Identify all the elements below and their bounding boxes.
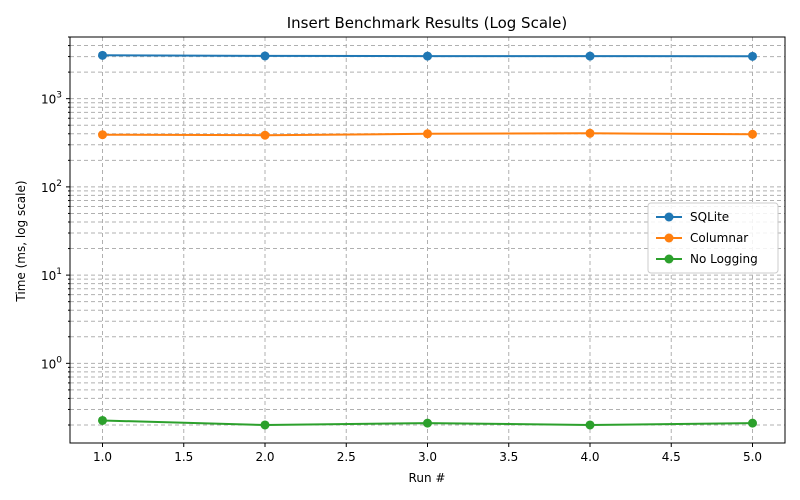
y-tick-label: 102 xyxy=(41,179,62,195)
legend-marker-no-logging xyxy=(664,254,674,264)
axes: 1.0 1.5 2.0 2.5 3.0 3.5 4.0 4.5 5.0 100 101 102 103 xyxy=(41,36,762,464)
y-tick-label: 100 xyxy=(41,355,62,371)
legend-label-sqlite: SQLite xyxy=(690,210,729,224)
data-point-no-logging xyxy=(98,415,107,425)
data-point-no-logging xyxy=(748,418,757,428)
data-point-columnar xyxy=(748,129,757,139)
plot-frame xyxy=(69,36,786,444)
y-tick-label: 103 xyxy=(41,91,62,107)
legend: SQLite Columnar No Logging xyxy=(647,202,779,274)
y-tick-label: 101 xyxy=(41,267,62,283)
data-point-no-logging xyxy=(423,418,432,428)
legend-label-columnar: Columnar xyxy=(690,231,748,245)
x-tick-label: 2.0 xyxy=(255,450,274,464)
data-point-sqlite xyxy=(260,51,270,61)
data-point-columnar xyxy=(585,128,595,138)
x-axis-label: Run # xyxy=(409,471,446,485)
chart-title: Insert Benchmark Results (Log Scale) xyxy=(287,14,568,32)
legend-marker-sqlite xyxy=(664,212,674,222)
x-tick-label: 4.0 xyxy=(580,450,599,464)
data-point-sqlite xyxy=(748,51,757,61)
x-tick-label: 5.0 xyxy=(743,450,762,464)
x-tick-label: 4.5 xyxy=(662,450,681,464)
legend-marker-columnar xyxy=(664,233,674,243)
data-point-sqlite xyxy=(585,51,595,61)
data-point-columnar xyxy=(423,129,432,139)
x-tick-label: 1.5 xyxy=(174,450,193,464)
data-point-sqlite xyxy=(98,50,107,60)
data-point-sqlite xyxy=(423,51,432,61)
x-tick-label: 3.0 xyxy=(418,450,437,464)
x-tick-label: 1.0 xyxy=(93,450,112,464)
data-point-columnar xyxy=(260,130,270,140)
data-point-columnar xyxy=(98,130,107,140)
series-layer xyxy=(98,50,757,430)
y-axis-label: Time (ms, log scale) xyxy=(14,180,28,302)
legend-box xyxy=(647,202,779,274)
data-point-no-logging xyxy=(585,420,595,430)
x-tick-label: 2.5 xyxy=(337,450,356,464)
x-tick-label: 3.5 xyxy=(499,450,518,464)
data-point-no-logging xyxy=(260,420,270,430)
legend-label-no-logging: No Logging xyxy=(690,252,758,266)
